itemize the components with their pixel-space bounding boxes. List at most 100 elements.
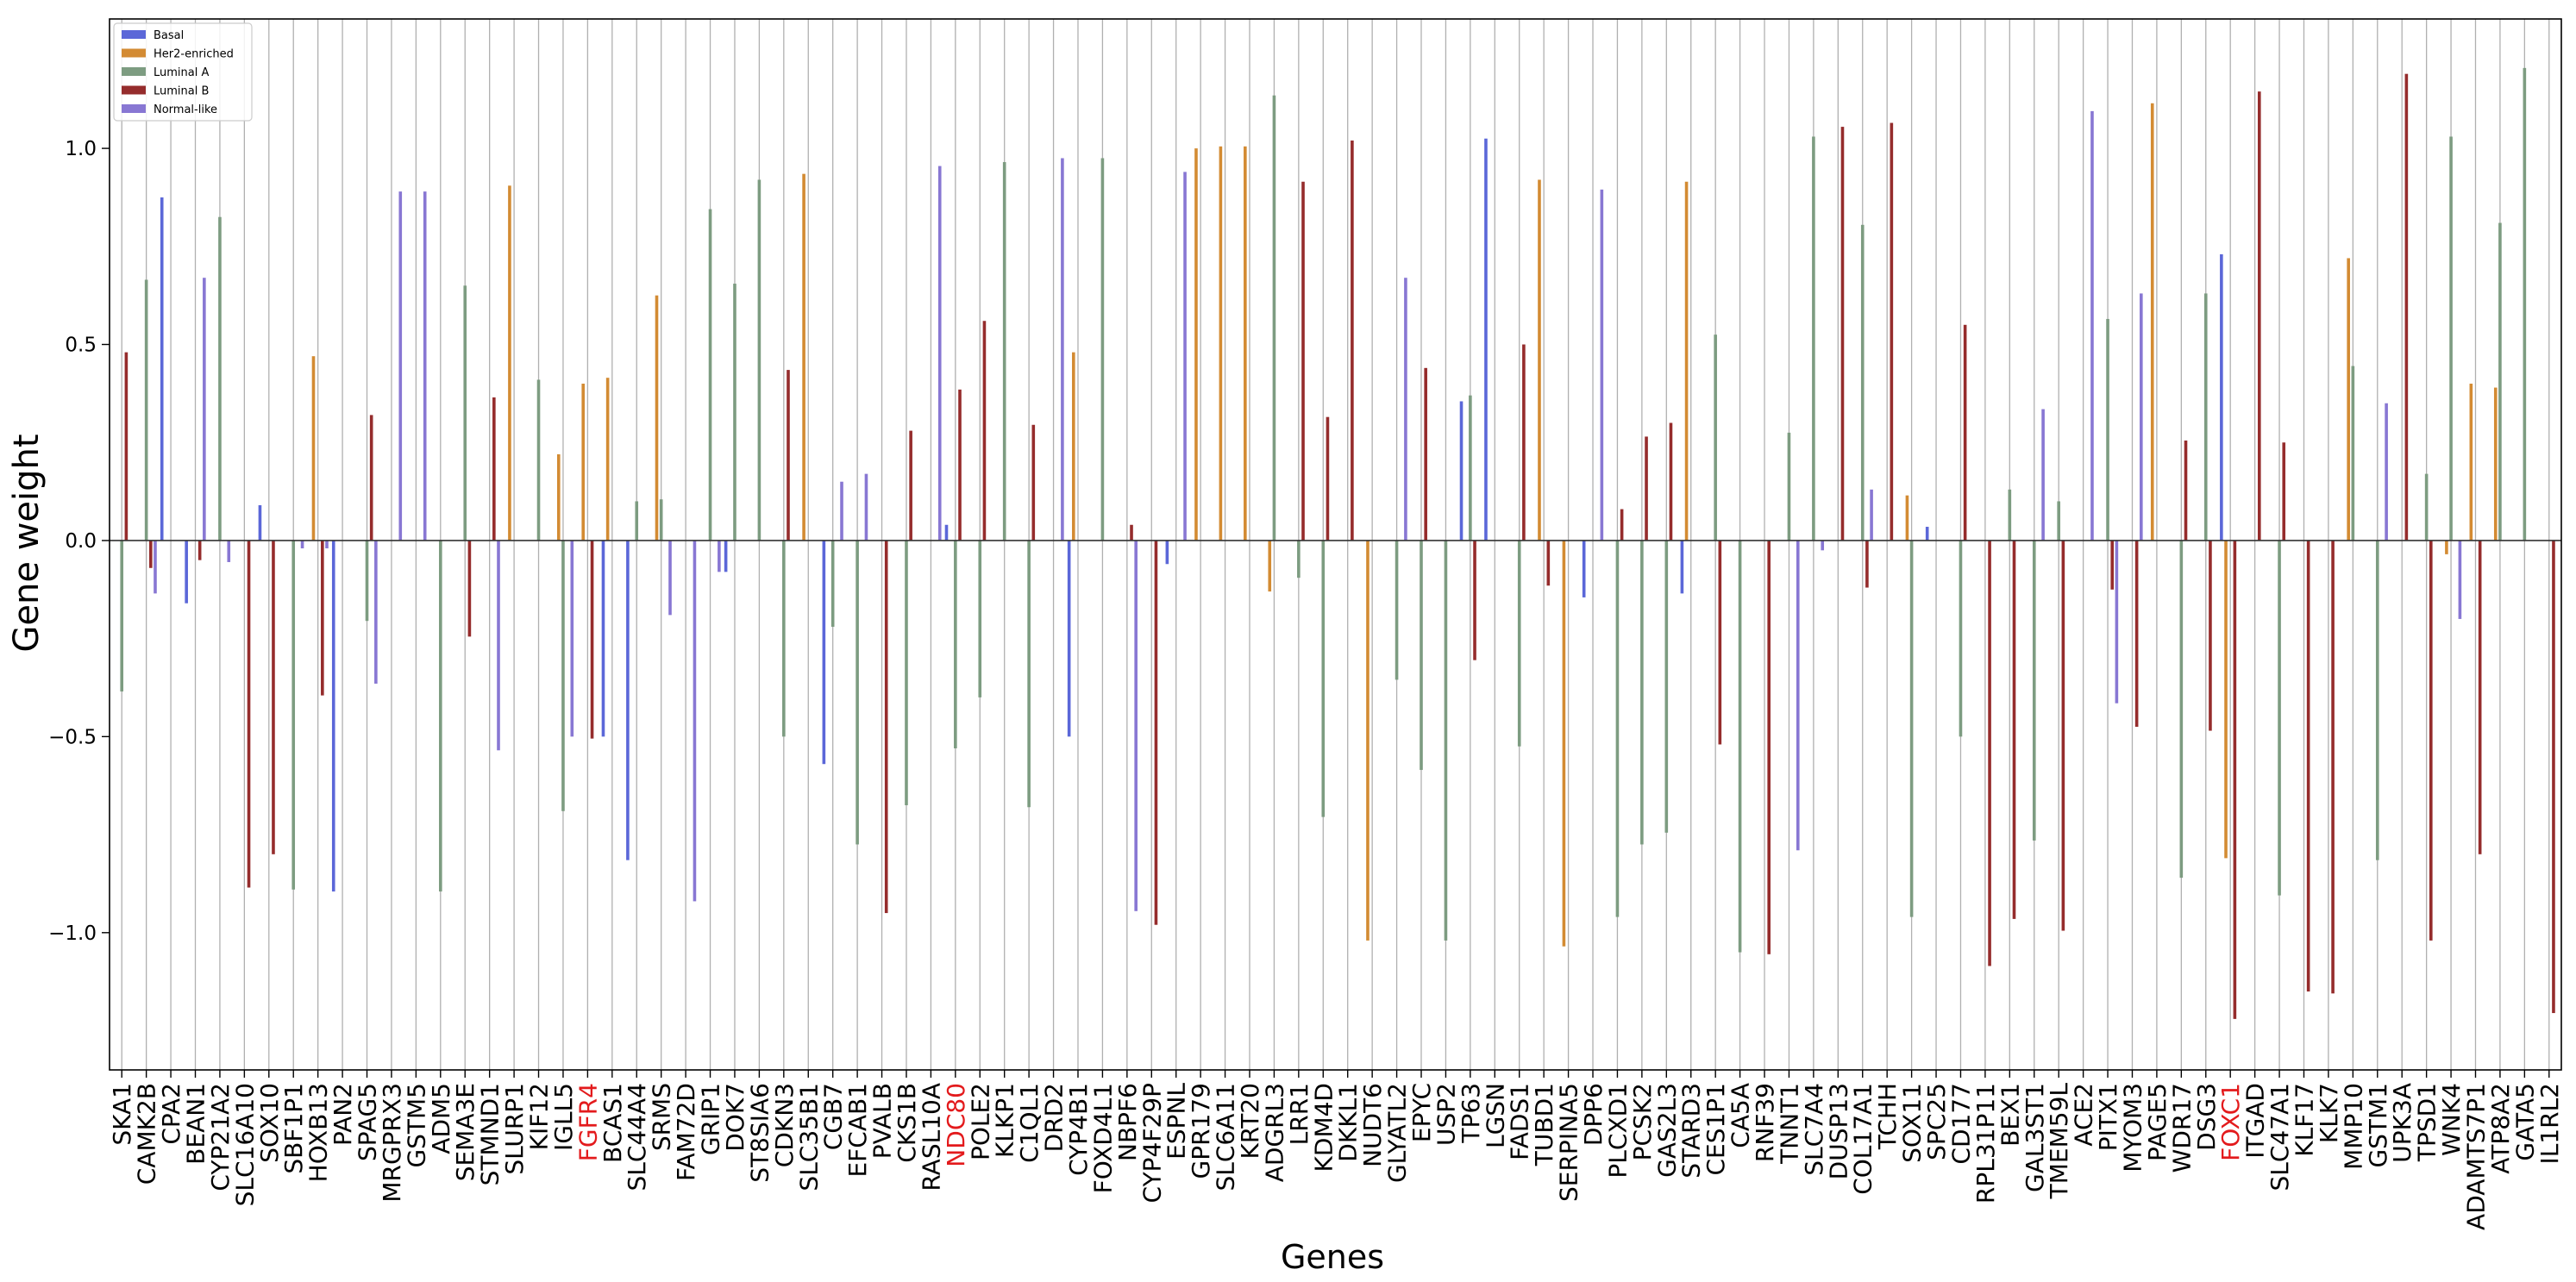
x-tick-label-ITGAD: ITGAD: [2241, 1083, 2270, 1159]
bar-normal-like-WNK4: [2458, 540, 2462, 619]
x-tick-label-ADM5: ADM5: [427, 1083, 455, 1154]
y-tick-label: −1.0: [48, 922, 97, 945]
bar-normal-like-CYP21A2: [227, 540, 231, 562]
x-tick-label-TPSD1: TPSD1: [2413, 1083, 2441, 1162]
bar-luminal-a-SEMA3E: [463, 285, 467, 541]
bar-luminal-a-GAS2L3: [1664, 540, 1669, 833]
x-tick-label-ATP8A2: ATP8A2: [2486, 1083, 2515, 1174]
x-tick-label-GSTM1: GSTM1: [2364, 1083, 2392, 1168]
x-tick-label-SLC6A11: SLC6A11: [1212, 1083, 1240, 1191]
bar-luminal-b-GAS2L3: [1669, 422, 1673, 541]
bar-luminal-a-GLYATL2: [1395, 540, 1399, 680]
bar-luminal-b-SPAG5: [369, 415, 373, 541]
x-tick-label-WNK4: WNK4: [2437, 1083, 2466, 1156]
x-tick-label-TNNT1: TNNT1: [1775, 1083, 1803, 1165]
x-tick-label-HOXB13: HOXB13: [304, 1083, 333, 1182]
bar-luminal-a-KDM4D: [1321, 540, 1326, 817]
bar-luminal-b-PITX1: [2110, 540, 2115, 590]
x-tick-label-CGB7: CGB7: [819, 1083, 848, 1150]
bar-luminal-a-CD177: [1959, 540, 1963, 737]
bar-normal-like-SBF1P1: [300, 540, 304, 549]
bar-normal-like-SRMS: [668, 540, 672, 616]
bar-basal-TP63: [1459, 401, 1463, 541]
bar-normal-like-GSTM1: [2385, 403, 2388, 541]
x-tick-label-GAL3ST1: GAL3ST1: [2021, 1083, 2049, 1192]
bar-luminal-a-ST8SIA6: [757, 179, 762, 541]
legend-label: Basal: [154, 29, 184, 42]
x-tick-label-DOK7: DOK7: [721, 1083, 749, 1152]
x-tick-label-CA5A: CA5A: [1727, 1083, 1755, 1148]
bar-luminal-b-IL1RL2: [2552, 540, 2555, 1014]
x-tick-label-ACE2: ACE2: [2070, 1083, 2098, 1147]
bar-luminal-a-SBF1P1: [291, 540, 296, 890]
bar-luminal-a-PLCXD1: [1615, 540, 1620, 917]
legend-swatch: [122, 104, 146, 113]
x-tick-label-SLC44A4: SLC44A4: [623, 1083, 651, 1191]
legend-box: [113, 22, 253, 122]
bar-luminal-a-CKS1B: [905, 540, 908, 805]
bar-luminal-b-NDC80: [958, 389, 962, 541]
bar-her2-enriched-GPR179: [1194, 148, 1198, 541]
bar-normal-like-MYOM3: [2140, 293, 2143, 541]
bar-normal-like-ESPNL: [1183, 172, 1187, 541]
x-tick-label-NBPF6: NBPF6: [1113, 1083, 1142, 1161]
x-tick-label-ST8SIA6: ST8SIA6: [745, 1083, 774, 1183]
bar-basal-SLC44A4: [626, 540, 630, 860]
x-tick-label-FOXD4L1: FOXD4L1: [1088, 1083, 1117, 1193]
bar-luminal-a-FADS1: [1517, 540, 1521, 747]
x-tick-label-SPAG5: SPAG5: [354, 1083, 382, 1161]
x-axis: SKA1CAMK2BCPA2BEAN1CYP21A2SLC16A10SOX10S…: [108, 1070, 2564, 1230]
legend-label: Her2-enriched: [154, 48, 234, 61]
bar-her2-enriched-PAGE5: [2150, 103, 2154, 541]
bar-luminal-b-PCSK2: [1645, 436, 1648, 541]
bar-basal-NDC80: [944, 524, 949, 541]
x-tick-label-TMEM59L: TMEM59L: [2045, 1083, 2073, 1200]
bar-luminal-a-CA5A: [1738, 540, 1742, 953]
bar-normal-like-SPAG5: [374, 540, 378, 684]
bar-luminal-a-CAMK2B: [144, 279, 148, 541]
bar-luminal-b-NBPF6: [1130, 524, 1133, 541]
bar-luminal-a-ADGRL3: [1272, 95, 1276, 541]
bar-luminal-a-CGB7: [830, 540, 835, 628]
bar-her2-enriched-SLC6A11: [1219, 146, 1223, 541]
bar-luminal-a-GRIP1: [708, 209, 712, 541]
y-tick-label: 0.0: [65, 530, 97, 553]
bar-luminal-a-COL17A1: [1860, 224, 1865, 541]
bar-luminal-a-TMEM59L: [2057, 501, 2060, 541]
x-tick-label-BCAS1: BCAS1: [599, 1083, 627, 1163]
bar-luminal-b-TPSD1: [2429, 540, 2433, 941]
bar-her2-enriched-NUDT6: [1366, 540, 1369, 941]
bar-basal-BEAN1: [185, 540, 188, 603]
x-tick-label-KIF12: KIF12: [525, 1083, 554, 1150]
x-tick-label-CPA2: CPA2: [157, 1083, 185, 1145]
gridlines: [121, 19, 2550, 1070]
x-tick-label-SLC35B1: SLC35B1: [794, 1083, 823, 1191]
bar-luminal-b-SLC16A10: [247, 540, 251, 888]
bar-her2-enriched-HOXB13: [311, 356, 316, 541]
bar-luminal-a-USP2: [1444, 540, 1448, 941]
bar-luminal-b-SOX10: [272, 540, 275, 854]
bar-luminal-a-KIF12: [536, 379, 541, 541]
bar-basal-FOXC1: [2220, 253, 2223, 541]
bar-her2-enriched-FGFR4: [581, 384, 586, 541]
bar-her2-enriched-MMP10: [2347, 258, 2350, 541]
bar-luminal-b-ITGAD: [2257, 91, 2261, 541]
x-tick-label-SRMS: SRMS: [648, 1083, 676, 1151]
y-axis: −1.0 −0.5 0.0 0.5 1.0: [48, 138, 110, 945]
bar-her2-enriched-SLURP1: [508, 185, 511, 541]
x-tick-label-CDKN3: CDKN3: [770, 1083, 799, 1167]
bar-luminal-a-WNK4: [2449, 136, 2453, 541]
legend-label: Luminal B: [154, 85, 209, 98]
bar-her2-enriched-FOXC1: [2224, 540, 2228, 859]
bar-luminal-b-CAMK2B: [149, 540, 153, 568]
bar-luminal-b-CDKN3: [787, 370, 790, 541]
bar-basal-PAN2: [331, 540, 335, 892]
x-tick-label-SBF1P1: SBF1P1: [279, 1083, 308, 1174]
bar-normal-like-CAMK2B: [154, 540, 157, 594]
x-tick-label-STARD3: STARD3: [1677, 1083, 1706, 1179]
bar-luminal-b-DUSP13: [1840, 127, 1845, 541]
x-tick-label-PITX1: PITX1: [2094, 1083, 2122, 1151]
x-tick-label-CYP21A2: CYP21A2: [206, 1083, 235, 1191]
bar-luminal-a-SLC44A4: [635, 501, 639, 541]
bar-luminal-b-PVALB: [884, 540, 888, 914]
